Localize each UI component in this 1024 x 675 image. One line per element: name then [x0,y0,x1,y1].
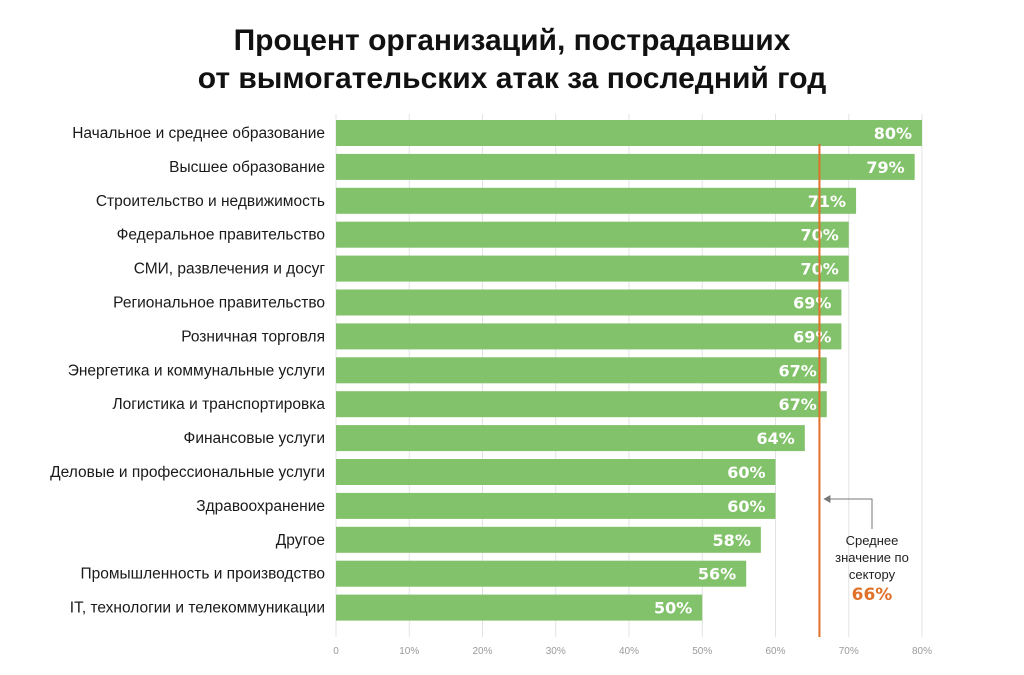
bar-value-label: 60% [727,497,765,516]
category-label: Высшее образование [169,159,325,176]
bar [336,153,915,180]
x-tick-label: 40% [619,646,639,657]
bar-value-label: 79% [866,158,904,177]
bar [336,560,747,587]
bar [336,459,776,485]
category-label: Начальное и среднее образование [72,125,325,142]
category-label: Федеральное правительство [117,227,325,244]
category-label: Розничная торговля [181,328,325,345]
category-label: Энергетика и коммунальные услуги [68,362,325,379]
bar-value-label: 58% [713,531,751,550]
bar-value-label: 80% [874,124,912,143]
bar [336,492,776,519]
bar-value-label: 67% [778,361,816,380]
average-label-line: Среднее [846,533,899,548]
chart-title: Процент организаций, пострадавших от вым… [0,22,1024,98]
category-label: IT, технологии и телекоммуникации [70,600,325,617]
category-label: Строительство и недвижимость [96,193,325,210]
x-tick-label: 80% [912,646,932,657]
chart-title-line-2: от вымогательских атак за последний год [197,62,827,95]
bar-value-label: 50% [654,599,692,618]
bar [336,120,922,146]
category-label: Финансовые услуги [184,430,325,447]
category-label: Промышленность и производство [80,566,325,583]
bar [336,425,805,452]
bar [336,594,703,621]
bar-value-label: 69% [793,327,831,346]
x-tick-label: 60% [765,646,785,657]
x-tick-label: 30% [546,646,566,657]
average-label-line: значение по [835,550,909,565]
bar-value-label: 69% [793,294,831,313]
chart-title-line-1: Процент организаций, пострадавших [233,24,791,57]
annotation-bracket [829,498,873,529]
category-label: Логистика и транспортировка [112,396,325,413]
annotation-arrow-icon [823,495,831,503]
bar [336,255,849,282]
category-label: Деловые и профессиональные услуги [50,464,325,481]
category-label: Здравоохранение [196,498,325,515]
bar-value-label: 67% [778,395,816,414]
bar [336,357,827,384]
bar-value-label: 71% [808,192,846,211]
category-label: СМИ, развлечения и досуг [134,261,326,278]
category-label: Другое [276,532,325,549]
bar [336,323,842,350]
category-label: Региональное правительство [113,295,325,312]
x-tick-label: 70% [839,646,859,657]
average-label-line: сектору [849,567,896,582]
x-tick-label: 20% [472,646,492,657]
x-tick-label: 0 [333,646,339,657]
bar [336,391,827,418]
bar-value-label: 64% [757,429,795,448]
bar [336,187,857,214]
average-value-label: 66% [852,585,893,605]
bar [336,526,761,553]
bar-value-label: 60% [727,463,765,482]
bar [336,289,842,316]
bar-value-label: 56% [698,565,736,584]
x-tick-label: 10% [399,646,419,657]
bar [336,221,849,248]
x-tick-label: 50% [692,646,712,657]
